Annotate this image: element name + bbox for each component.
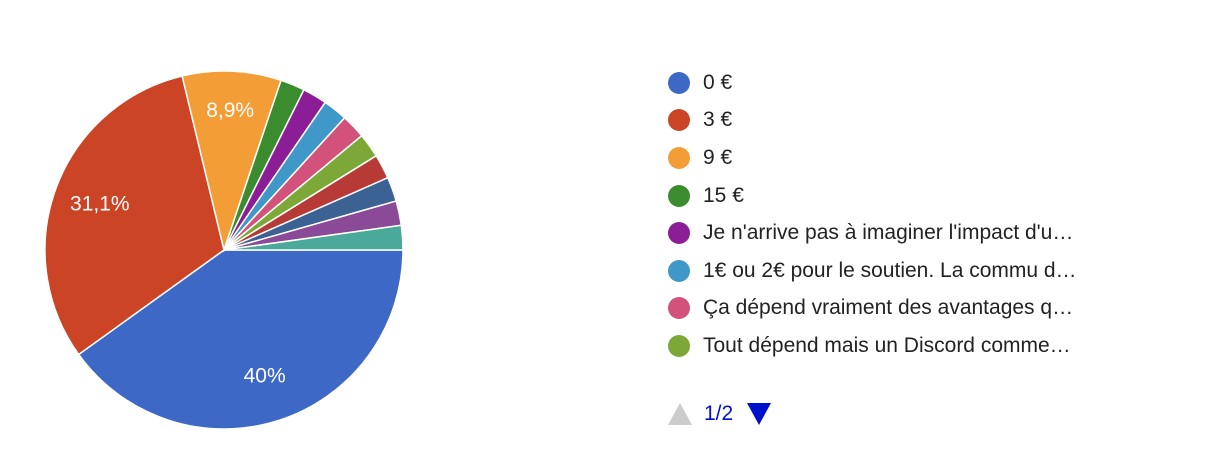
slice-label: 40% <box>244 365 286 388</box>
slice-label: 31,1% <box>70 192 130 215</box>
legend-item[interactable]: Tout dépend mais un Discord comme… <box>668 327 1208 365</box>
legend-label: Ça dépend vraiment des avantages q… <box>703 296 1074 320</box>
slice-label: 8,9% <box>206 99 254 122</box>
legend-item[interactable]: 0 € <box>668 64 1208 102</box>
legend-label: Je n'arrive pas à imaginer l'impact d'u… <box>703 221 1074 245</box>
pie-slice[interactable] <box>223 224 404 251</box>
legend-label: 0 € <box>703 70 733 94</box>
legend-swatch <box>668 71 690 94</box>
legend-swatch <box>668 222 690 245</box>
page-indicator: 1/2 <box>704 402 734 425</box>
legend-label: 9 € <box>703 145 733 169</box>
legend-swatch <box>668 297 690 320</box>
legend-swatch <box>668 259 690 282</box>
legend-label: 3 € <box>703 108 733 132</box>
pie-slice[interactable] <box>44 75 225 356</box>
legend-swatch <box>668 334 690 357</box>
legend-item[interactable]: Ça dépend vraiment des avantages q… <box>668 290 1208 328</box>
legend-pager: 1/2 <box>668 402 772 426</box>
legend-item[interactable]: 1€ ou 2€ pour le soutien. La commu d… <box>668 252 1208 290</box>
legend-swatch <box>668 184 690 207</box>
legend-item[interactable]: 15 € <box>668 177 1208 215</box>
legend-label: 15 € <box>703 183 744 207</box>
pie-slice[interactable] <box>77 249 404 430</box>
legend-swatch <box>668 109 690 132</box>
pie-chart: 40% 31,1% 8,9% <box>44 70 404 430</box>
pie-slice[interactable] <box>181 70 282 253</box>
legend-item[interactable]: 3 € <box>668 102 1208 140</box>
legend: 0 € 3 € 9 € 15 € Je n'arrive pas à imagi… <box>668 64 1208 365</box>
legend-label: Tout dépend mais un Discord comme… <box>703 333 1071 357</box>
legend-label: 1€ ou 2€ pour le soutien. La commu d… <box>703 258 1077 282</box>
triangle-up-icon <box>668 403 692 425</box>
legend-swatch <box>668 146 690 169</box>
triangle-down-icon[interactable] <box>747 403 772 425</box>
legend-item[interactable]: Je n'arrive pas à imaginer l'impact d'u… <box>668 214 1208 252</box>
legend-item[interactable]: 9 € <box>668 139 1208 177</box>
